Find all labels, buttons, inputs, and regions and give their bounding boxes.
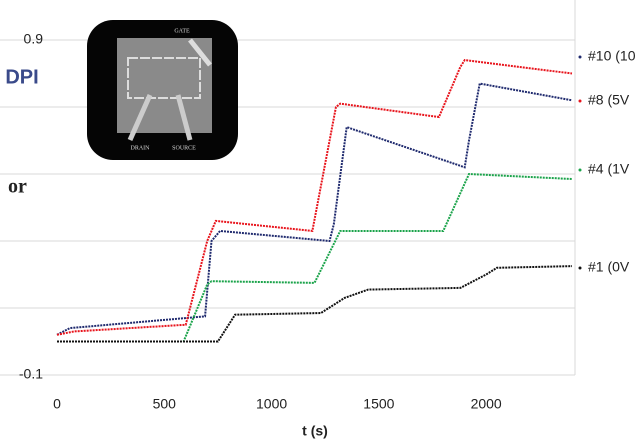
inset-label: GATE bbox=[174, 28, 190, 34]
plot-area: -0.1 0.9 0 500 1000 1500 2000 bbox=[0, 0, 575, 412]
logo-fragment: DPI bbox=[5, 66, 38, 88]
inset-label: DRAIN bbox=[131, 145, 151, 151]
x-tick-label: 1500 bbox=[363, 396, 394, 412]
series-line bbox=[57, 266, 572, 341]
legend-label: #10 (10 bbox=[588, 48, 636, 64]
x-axis-label: t (s) bbox=[302, 423, 328, 439]
legend-label: #4 (1V bbox=[588, 161, 630, 177]
chart: DPI or -0.1 0.9 0 500 1000 1500 2000 GATE DRAI… bbox=[0, 0, 640, 443]
text-fragment: or bbox=[8, 176, 27, 198]
legend-label: #1 (0V bbox=[588, 259, 630, 275]
legend-marker bbox=[579, 100, 582, 103]
y-tick-label: -0.1 bbox=[19, 366, 43, 382]
legend-marker bbox=[579, 169, 582, 172]
page: {"chart_data": {"type": "line", "x_label… bbox=[0, 0, 640, 443]
series-line bbox=[57, 174, 572, 342]
x-tick-label: 500 bbox=[153, 396, 177, 412]
x-tick-label: 2000 bbox=[471, 396, 502, 412]
x-tick-label: 1000 bbox=[256, 396, 287, 412]
legend-marker bbox=[579, 56, 582, 59]
inset-label: SOURCE bbox=[172, 145, 196, 151]
y-tick-label: 0.9 bbox=[24, 31, 44, 47]
legend-label: #8 (5V bbox=[588, 92, 630, 108]
inset-photo: GATE DRAIN SOURCE bbox=[87, 20, 238, 160]
legend-marker bbox=[579, 267, 582, 270]
x-tick-label: 0 bbox=[53, 396, 61, 412]
